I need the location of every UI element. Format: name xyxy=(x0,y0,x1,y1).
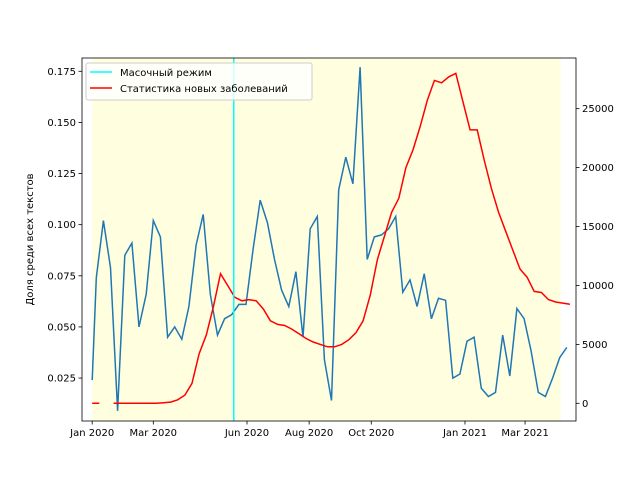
y-left-tick-label: 0.075 xyxy=(47,271,76,282)
x-tick-label: Mar 2021 xyxy=(501,428,549,439)
x-tick-label: Mar 2020 xyxy=(130,428,178,439)
y-left-tick-label: 0.125 xyxy=(47,169,76,180)
x-axis: Jan 2020 Mar 2020 Jun 2020 Aug 2020 Oct 2020… xyxy=(69,421,549,439)
x-tick-label: Oct 2020 xyxy=(348,428,394,439)
axes-frame xyxy=(81,57,577,422)
x-tick-label: Jan 2021 xyxy=(442,428,487,439)
x-tick-label: Jan 2020 xyxy=(69,428,114,439)
legend: Масочный режим Статистика новых заболева… xyxy=(85,62,313,101)
y-right-tick-label: 0 xyxy=(582,399,588,410)
y-right-tick-label: 10000 xyxy=(582,281,614,292)
y-left-tick-label: 0.175 xyxy=(47,67,76,78)
y-right-tick-label: 25000 xyxy=(582,104,614,115)
y-left-tick-label: 0.150 xyxy=(47,118,76,129)
y-right-tick-label: 15000 xyxy=(582,222,614,233)
x-tick-label: Jun 2020 xyxy=(224,428,269,439)
legend-label-new-cases: Статистика новых заболеваний xyxy=(120,84,288,95)
y-left-tick-label: 0.050 xyxy=(47,322,76,333)
legend-box xyxy=(85,62,313,101)
y-right-tick-label: 5000 xyxy=(582,340,607,351)
highlight-span xyxy=(92,58,561,421)
y-left-tick-label: 0.025 xyxy=(47,374,76,385)
y-left-tick-label: 0.100 xyxy=(47,220,76,231)
y-axis-left: 0.025 0.050 0.075 0.100 0.125 0.150 0.175 xyxy=(47,67,82,385)
x-tick-label: Aug 2020 xyxy=(285,428,333,439)
y-axis-label: Доля среди всех текстов xyxy=(25,173,36,305)
y-right-tick-label: 20000 xyxy=(582,163,614,174)
plot-area xyxy=(91,58,571,421)
y-axis-right: 0 5000 10000 15000 20000 25000 xyxy=(576,104,614,410)
legend-label-mask-mode: Масочный режим xyxy=(120,68,212,79)
series-line-new-cases xyxy=(92,72,571,405)
series-line-text-share xyxy=(91,67,568,411)
